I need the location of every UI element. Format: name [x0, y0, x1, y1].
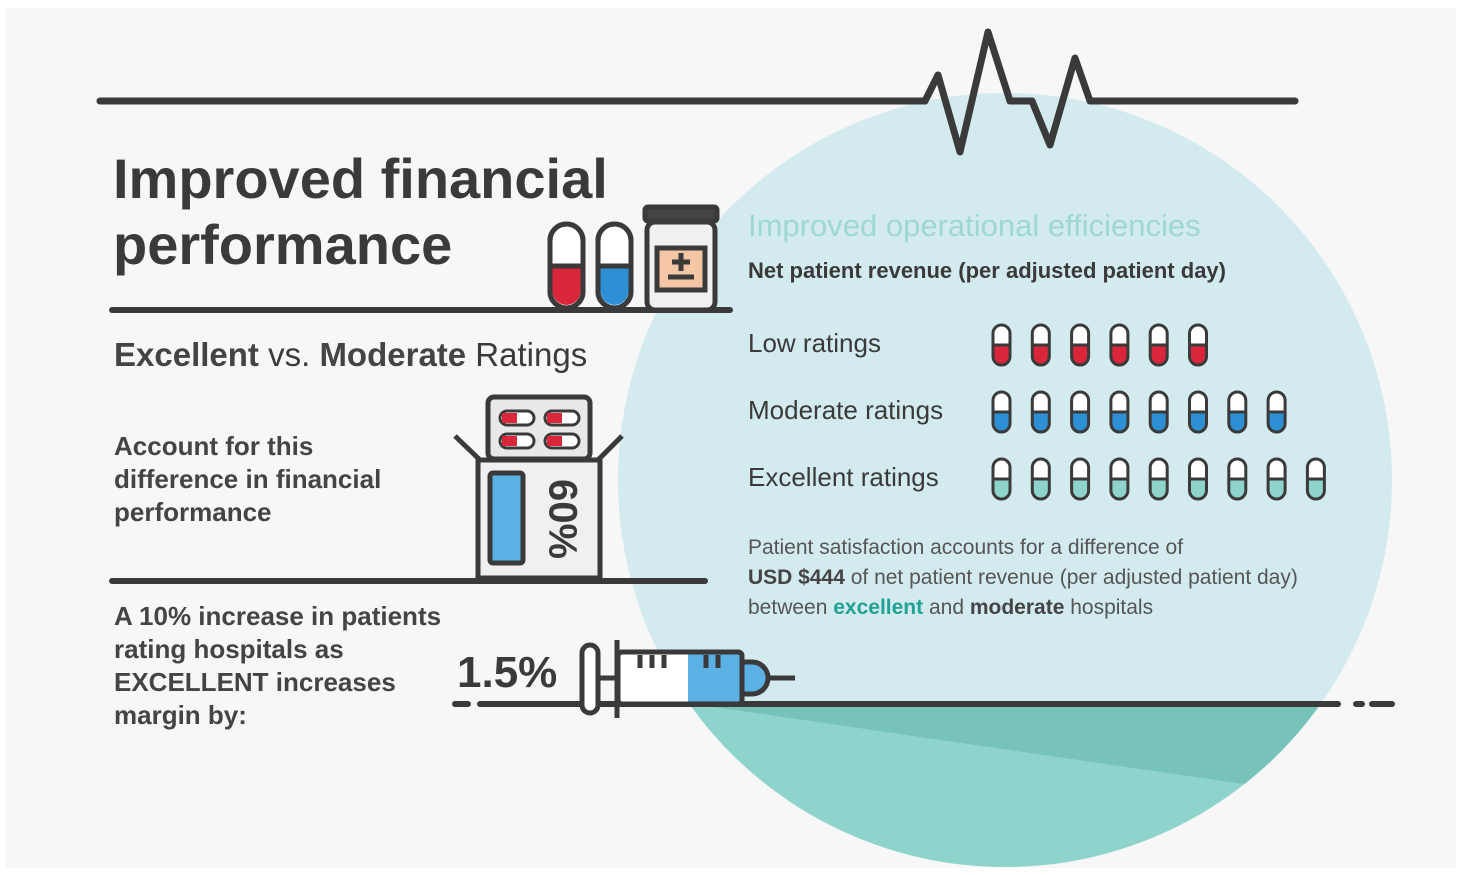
text-run: Excellent: [114, 336, 259, 373]
text-run: USD $444: [748, 566, 845, 589]
row-label: Moderate ratings: [748, 395, 943, 426]
note-line: between excellent and moderate hospitals: [748, 593, 1298, 623]
pill: [1072, 459, 1089, 499]
pill: [1032, 392, 1049, 432]
pill: [1111, 325, 1128, 365]
pill: [1072, 392, 1089, 432]
text-run: moderate: [970, 596, 1065, 619]
statement: A 10% increase in patients rating hospit…: [114, 600, 444, 732]
pill: [1032, 325, 1049, 365]
section-title: Improved operational efficiencies: [748, 208, 1201, 244]
pill: [993, 325, 1010, 365]
pill: [1111, 459, 1128, 499]
row-label: Low ratings: [748, 328, 881, 359]
text-run: between: [748, 596, 833, 619]
section-subtitle: Net patient revenue (per adjusted patien…: [748, 258, 1226, 284]
statement: Account for this difference in financial…: [114, 430, 434, 529]
pill: [1190, 325, 1207, 365]
pill: [1268, 459, 1285, 499]
text-run: Ratings: [466, 336, 587, 373]
title: Improved financial performance: [113, 146, 673, 278]
text-run: and: [923, 596, 970, 619]
stat: 1.5%: [457, 648, 557, 698]
text-run: vs.: [259, 336, 320, 373]
pill: [1268, 392, 1285, 432]
pill: [993, 459, 1010, 499]
text-run: Moderate: [319, 336, 466, 373]
pill: [1190, 459, 1207, 499]
note-line: USD $444 of net patient revenue (per adj…: [748, 563, 1298, 593]
infographic: 60% Improved financial performance Excel…: [0, 0, 1461, 875]
text-run: Patient satisfaction accounts for a diff…: [748, 536, 1183, 559]
text-run: hospitals: [1064, 596, 1153, 619]
pill: [993, 392, 1010, 432]
pill: [1150, 392, 1167, 432]
ratings-heading: Excellent vs. Moderate Ratings: [114, 336, 587, 374]
pill: [1190, 392, 1207, 432]
pill: [1150, 325, 1167, 365]
pill: [1307, 459, 1324, 499]
text-run: excellent: [833, 596, 923, 619]
pill: [1111, 392, 1128, 432]
pill: [1032, 459, 1049, 499]
pill: [1072, 325, 1089, 365]
text-run: of net patient revenue (per adjusted pat…: [845, 566, 1298, 589]
box-stat: 60%: [540, 479, 584, 559]
pill: [1229, 392, 1246, 432]
note: Patient satisfaction accounts for a diff…: [748, 533, 1298, 623]
pill: [1229, 459, 1246, 499]
pill: [1150, 459, 1167, 499]
row-label: Excellent ratings: [748, 462, 939, 493]
note-line: Patient satisfaction accounts for a diff…: [748, 533, 1298, 563]
